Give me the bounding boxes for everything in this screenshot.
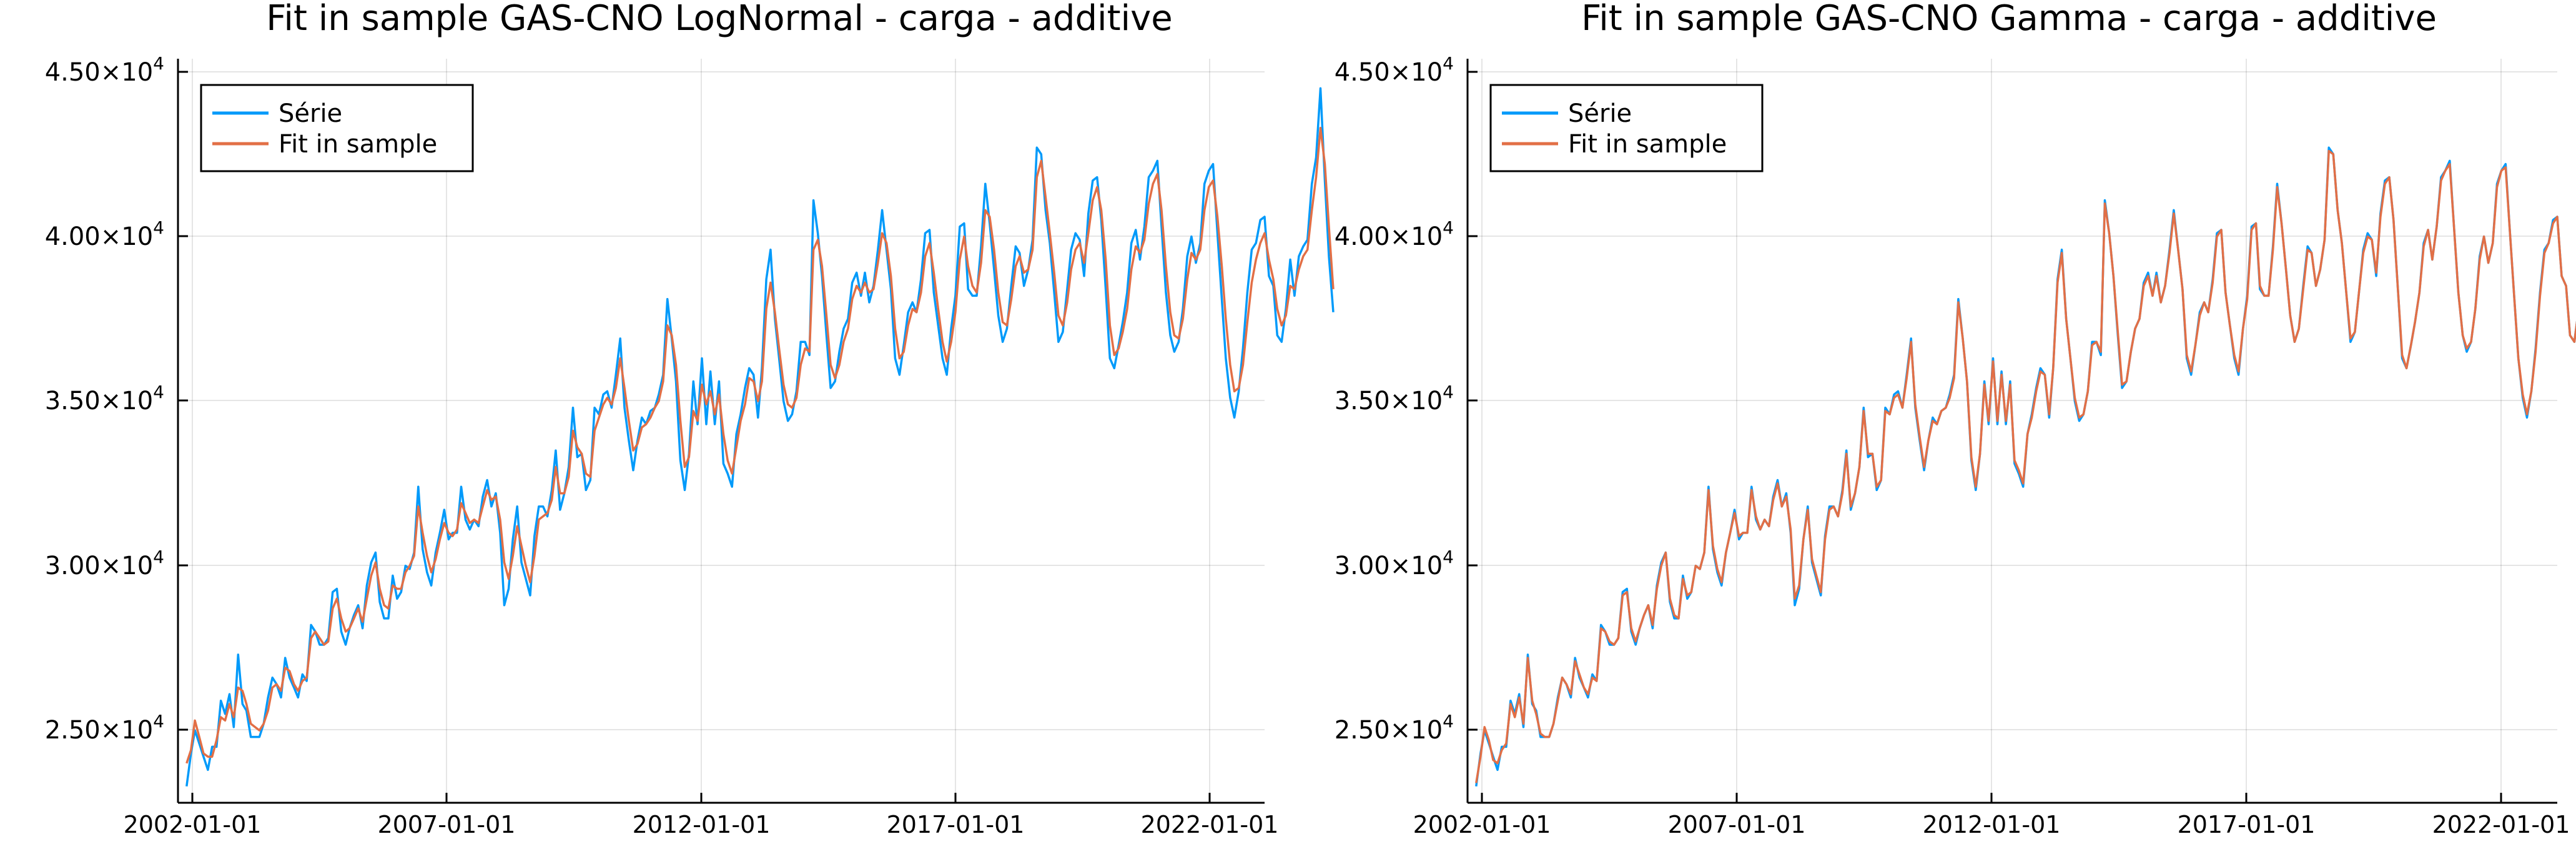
left-legend-label-serie: Série bbox=[279, 99, 342, 128]
right-legend-label-serie: Série bbox=[1568, 99, 1632, 128]
left-chart: Fit in sample GAS-CNO LogNormal - carga … bbox=[45, 0, 1335, 838]
right-ytick-label-3: 4.00×104 bbox=[1335, 217, 1454, 251]
left-ytick-label-1: 3.00×104 bbox=[45, 547, 164, 580]
right-ytick-label-2: 3.50×104 bbox=[1335, 382, 1454, 415]
right-xtick-label-4: 2022-01-01 bbox=[2432, 811, 2570, 838]
left-chart-title: Fit in sample GAS-CNO LogNormal - carga … bbox=[266, 0, 1172, 39]
left-yticks: 2.50×104 3.00×104 3.50×104 4.00×104 4.50… bbox=[45, 53, 164, 745]
left-legend: Série Fit in sample bbox=[200, 84, 474, 172]
left-xtick-label-1: 2007-01-01 bbox=[378, 811, 516, 838]
right-ytick-label-4: 4.50×104 bbox=[1335, 53, 1454, 87]
left-legend-box bbox=[200, 84, 474, 172]
right-xtick-label-0: 2002-01-01 bbox=[1413, 811, 1551, 838]
left-legend-label-fit: Fit in sample bbox=[279, 130, 437, 159]
left-xtick-label-0: 2002-01-01 bbox=[124, 811, 262, 838]
right-chart-title: Fit in sample GAS-CNO Gamma - carga - ad… bbox=[1581, 0, 2437, 39]
left-ytick-label-4: 4.50×104 bbox=[45, 53, 164, 87]
right-ytick-label-0: 2.50×104 bbox=[1335, 711, 1454, 745]
left-xtick-label-2: 2012-01-01 bbox=[633, 811, 771, 838]
right-series-fit-line bbox=[1475, 149, 2576, 783]
right-series bbox=[1475, 146, 2576, 787]
right-ytick-label-1: 3.00×104 bbox=[1335, 547, 1454, 580]
right-legend-label-fit: Fit in sample bbox=[1568, 130, 1727, 159]
right-xtick-label-3: 2017-01-01 bbox=[2178, 811, 2316, 838]
left-ytick-label-0: 2.50×104 bbox=[45, 711, 164, 745]
right-xtick-label-2: 2012-01-01 bbox=[1923, 811, 2061, 838]
right-xtick-label-1: 2007-01-01 bbox=[1668, 811, 1806, 838]
right-yticks: 2.50×104 3.00×104 3.50×104 4.00×104 4.50… bbox=[1335, 53, 1454, 745]
right-grid bbox=[1468, 59, 2557, 803]
right-xticks: 2002-01-01 2007-01-01 2012-01-01 2017-01… bbox=[1413, 811, 2570, 838]
left-series-fit-line bbox=[185, 126, 1335, 764]
right-chart: Fit in sample GAS-CNO Gamma - carga - ad… bbox=[1335, 0, 2576, 838]
left-axes bbox=[177, 59, 1265, 804]
left-xtick-label-4: 2022-01-01 bbox=[1141, 811, 1279, 838]
left-ytick-label-3: 4.00×104 bbox=[45, 217, 164, 251]
left-series bbox=[185, 87, 1335, 787]
right-legend-box bbox=[1489, 84, 1764, 172]
left-ytick-label-2: 3.50×104 bbox=[45, 382, 164, 415]
left-grid bbox=[178, 59, 1265, 803]
right-legend: Série Fit in sample bbox=[1489, 84, 1764, 172]
left-series-serie-line bbox=[185, 87, 1335, 787]
right-series-serie-line bbox=[1475, 146, 2576, 787]
right-axes bbox=[1466, 59, 2557, 804]
left-xtick-label-3: 2017-01-01 bbox=[887, 811, 1025, 838]
left-xticks: 2002-01-01 2007-01-01 2012-01-01 2017-01… bbox=[124, 811, 1279, 838]
